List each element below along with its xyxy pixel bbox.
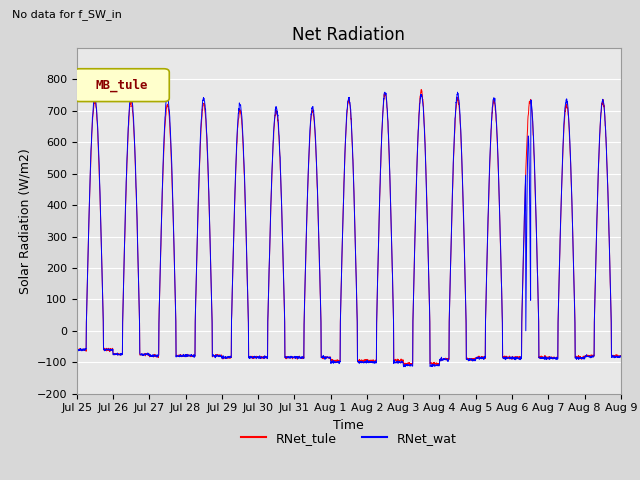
Legend: RNet_tule, RNet_wat: RNet_tule, RNet_wat [236,427,461,450]
RNet_tule [225,355,232,360]
RNet_tule [584,352,592,358]
RNet_tule [435,362,442,368]
Y-axis label: Solar Radiation (W/m2): Solar Radiation (W/m2) [18,148,31,294]
Line: RNet_wat: RNet_wat [77,92,621,367]
X-axis label: Time: Time [333,419,364,432]
RNet_wat [454,89,461,95]
RNet_wat [617,354,625,360]
RNet_wat [400,364,408,370]
Line: RNet_tule: RNet_tule [77,90,621,365]
Title: Net Radiation: Net Radiation [292,25,405,44]
RNet_tule [73,347,81,352]
RNet_tule [617,353,625,359]
RNet_tule [570,248,577,254]
Text: MB_tule: MB_tule [96,78,148,92]
RNet_wat [584,353,592,359]
RNet_tule [417,87,425,93]
RNet_wat [225,355,232,360]
RNet_tule [365,357,372,363]
RNet_tule [508,355,515,360]
RNet_wat [376,180,384,185]
RNet_wat [73,347,81,353]
RNet_tule [376,178,384,184]
Text: No data for f_SW_in: No data for f_SW_in [12,10,122,20]
FancyBboxPatch shape [74,69,169,102]
RNet_wat [365,359,372,365]
RNet_wat [570,245,577,251]
RNet_wat [508,356,515,361]
